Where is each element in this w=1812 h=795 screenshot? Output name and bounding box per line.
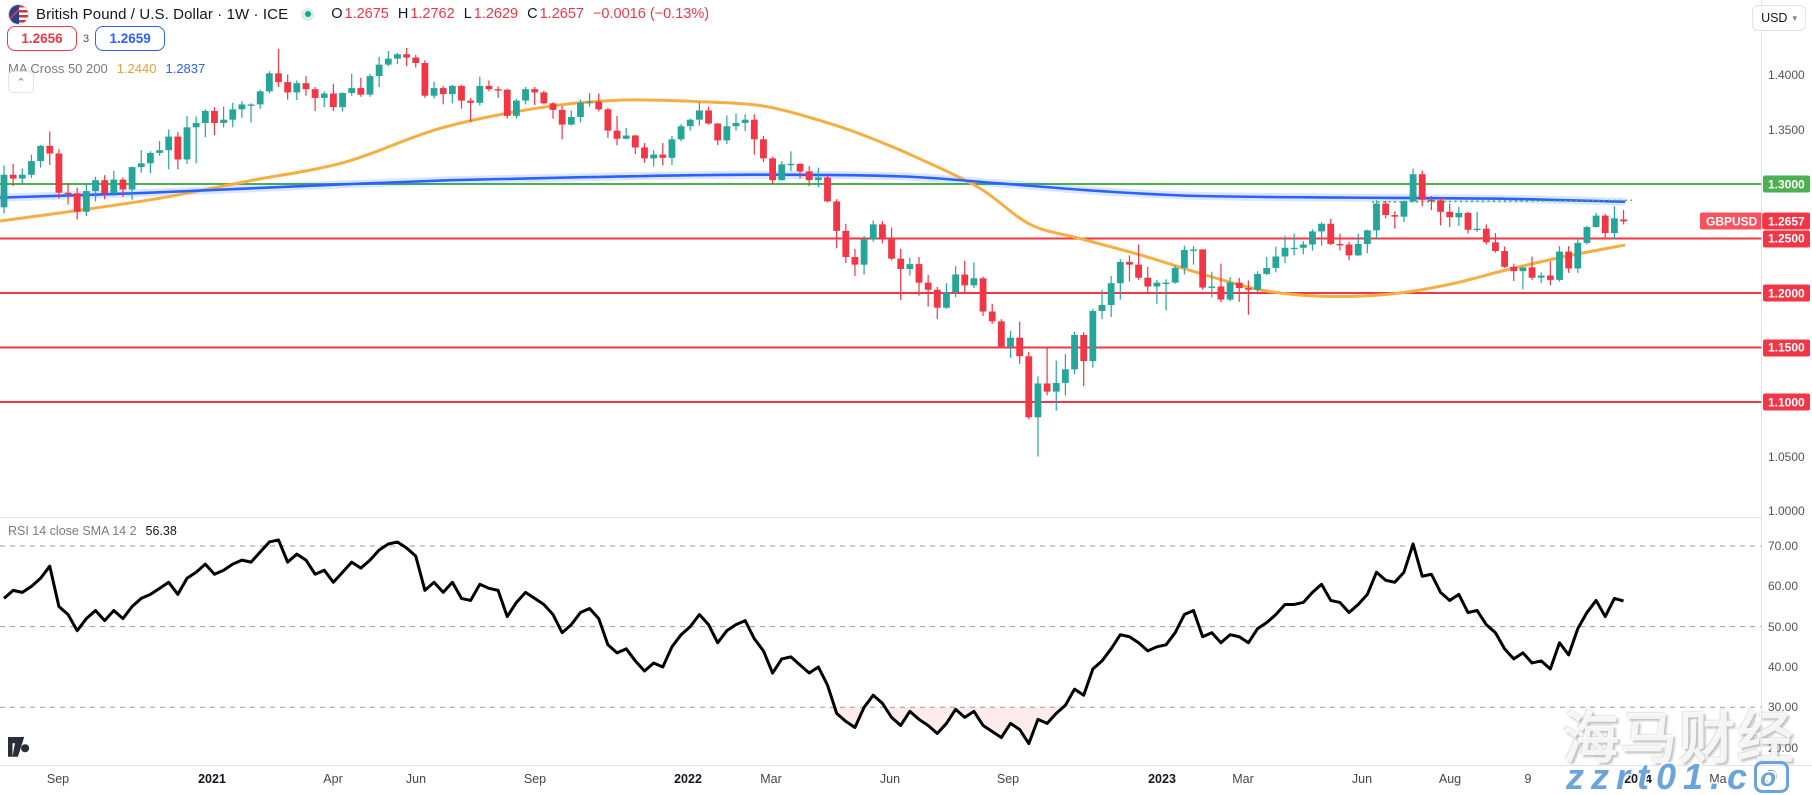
close-value: 1.2657 — [539, 6, 584, 22]
rsi-legend[interactable]: RSI 14 close SMA 14 2 56.38 — [8, 524, 177, 538]
rsi-label: RSI 14 close SMA 14 2 — [8, 524, 137, 538]
time-label-9[interactable]: 9 — [1524, 772, 1532, 786]
watermark-url: zzrt01.c o — [1566, 756, 1789, 795]
price-axis[interactable] — [1761, 0, 1812, 765]
gbpusd-flag-icon — [8, 3, 29, 25]
rsi-tick-20: 20.00 — [1768, 740, 1799, 755]
symbol-price-badge: GBPUSD — [1700, 212, 1764, 230]
time-label-Sep[interactable]: Sep — [46, 772, 70, 786]
rsi-tick-50: 50.00 — [1768, 619, 1799, 634]
time-label-Mar[interactable]: Mar — [1709, 772, 1731, 786]
currency-selector[interactable]: USD ▾ — [1752, 5, 1806, 31]
ma50-value: 1.2440 — [116, 61, 157, 76]
last-price-badge: 1.2657 — [1763, 212, 1810, 230]
ma200-value: 1.2837 — [165, 61, 206, 76]
rsi-tick-30: 30.00 — [1768, 700, 1799, 715]
time-label-Mar[interactable]: Mar — [1232, 772, 1254, 786]
time-label-Aug[interactable]: Aug — [1438, 772, 1462, 786]
price-badge-1.1500: 1.1500 — [1763, 339, 1810, 356]
pane-separator[interactable] — [0, 517, 1761, 518]
price-tick-1.4000: 1.4000 — [1768, 68, 1805, 82]
time-label-Sep[interactable]: Sep — [523, 772, 547, 786]
rsi-tick-60: 60.00 — [1768, 579, 1799, 594]
time-label-2023[interactable]: 2023 — [1148, 772, 1176, 786]
ohlc-values: O 1.2675 H 1.2762 L 1.2629 C 1.2657 −0.0016 … — [331, 6, 709, 22]
time-label-Jun[interactable]: Jun — [1351, 772, 1373, 786]
ma50-line[interactable] — [0, 98, 1626, 299]
rsi-tick-70: 70.00 — [1768, 539, 1799, 553]
chevron-up-icon: ⌃ — [16, 76, 26, 89]
time-label-2022[interactable]: 2022 — [674, 772, 702, 786]
tradingview-logo[interactable] — [8, 737, 36, 759]
time-label-Mar[interactable]: Mar — [760, 772, 782, 786]
time-label-2021[interactable]: 2021 — [198, 772, 226, 786]
rsi-value: 56.38 — [145, 524, 177, 538]
open-value: 1.2675 — [344, 6, 389, 22]
low-value: 1.2629 — [473, 6, 519, 22]
price-badge-1.2000: 1.2000 — [1763, 284, 1810, 302]
clock-icon[interactable] — [1763, 769, 1778, 784]
rsi-oversold-fill — [4, 707, 1624, 744]
time-label-2024[interactable]: 2024 — [1624, 772, 1652, 786]
currency-selector-value: USD — [1761, 11, 1788, 25]
high-value: 1.2762 — [410, 6, 455, 22]
sell-button[interactable]: 1.2656 — [7, 26, 77, 51]
time-label-Sep[interactable]: Sep — [996, 772, 1020, 786]
low-label: L — [463, 6, 472, 22]
collapse-indicators-button[interactable]: ⌃ — [8, 71, 34, 93]
price-tick-1.0500: 1.0500 — [1768, 449, 1805, 464]
chart-header: British Pound / U.S. Dollar · 1W · ICE O… — [8, 3, 709, 25]
candlestick-series[interactable] — [0, 47, 1627, 457]
chevron-down-icon: ▾ — [1792, 12, 1797, 23]
ma200-line[interactable] — [0, 173, 1626, 204]
price-tick-1.0000: 1.0000 — [1768, 504, 1805, 518]
open-label: O — [331, 6, 343, 22]
time-label-Apr[interactable]: Apr — [323, 772, 343, 786]
trade-panel: 1.2656 3 1.2659 — [7, 26, 166, 51]
rsi-pane[interactable] — [0, 538, 1761, 746]
price-badge-1.2500: 1.2500 — [1763, 230, 1810, 247]
time-label-Jun[interactable]: Jun — [405, 772, 427, 786]
price-badge-1.1000: 1.1000 — [1763, 393, 1810, 411]
time-label-Jun[interactable]: Jun — [879, 772, 901, 786]
symbol-title[interactable]: British Pound / U.S. Dollar · 1W · ICE — [36, 5, 289, 23]
market-open-icon[interactable] — [301, 7, 315, 21]
close-label: C — [527, 6, 538, 22]
time-axis[interactable] — [0, 765, 1812, 795]
price-tick-1.3500: 1.3500 — [1768, 122, 1805, 137]
spread-value: 3 — [83, 32, 90, 45]
high-label: H — [397, 6, 409, 22]
price-badge-1.3000: 1.3000 — [1763, 175, 1810, 193]
rsi-line[interactable] — [3, 538, 1624, 746]
buy-button[interactable]: 1.2659 — [95, 26, 166, 51]
rsi-tick-40: 40.00 — [1768, 659, 1799, 674]
watermark-chinese: 海马财经 — [1563, 707, 1795, 770]
ma-cross-legend[interactable]: MA Cross 50 200 1.2440 1.2837 — [8, 61, 205, 76]
change-value: −0.0016 (−0.13%) — [592, 6, 710, 22]
watermark-url-boxed-o: o — [1754, 761, 1789, 793]
